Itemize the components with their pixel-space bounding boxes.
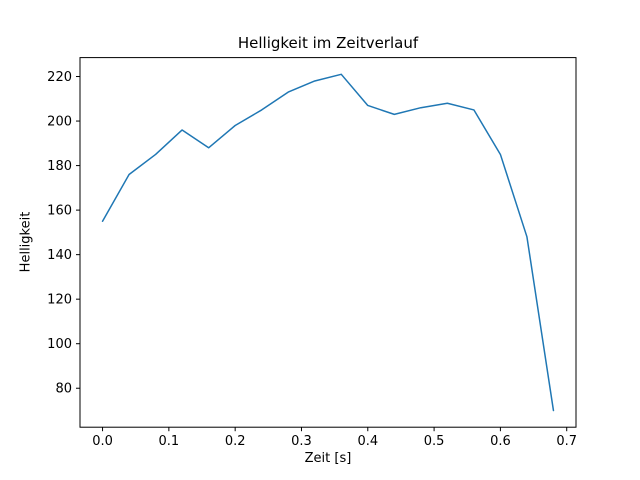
y-tick-label: 140	[47, 248, 72, 263]
y-tick-label: 100	[47, 337, 72, 352]
y-tick-label: 200	[47, 115, 72, 130]
y-tick-label: 160	[47, 204, 72, 219]
x-tick-label: 0.5	[424, 434, 445, 449]
x-tick-label: 0.6	[490, 434, 511, 449]
data-line	[101, 73, 555, 412]
x-tick-label: 0.7	[556, 434, 577, 449]
axes-spines	[79, 57, 577, 428]
y-tick-label: 220	[47, 70, 72, 85]
y-tick-label: 180	[47, 159, 72, 174]
y-tick-label: 120	[47, 293, 72, 308]
x-tick-label: 0.2	[225, 434, 246, 449]
x-tick-label: 0.3	[291, 434, 312, 449]
x-axis-label: Zeit [s]	[304, 451, 352, 466]
x-tick-label: 0.1	[159, 434, 180, 449]
y-tick-label: 80	[55, 382, 72, 397]
x-tick-label: 0.4	[357, 434, 378, 449]
x-tick-label: 0.0	[92, 434, 113, 449]
y-axis-label: Helligkeit	[18, 211, 34, 273]
chart-title: Helligkeit im Zeitverlauf	[237, 34, 419, 52]
